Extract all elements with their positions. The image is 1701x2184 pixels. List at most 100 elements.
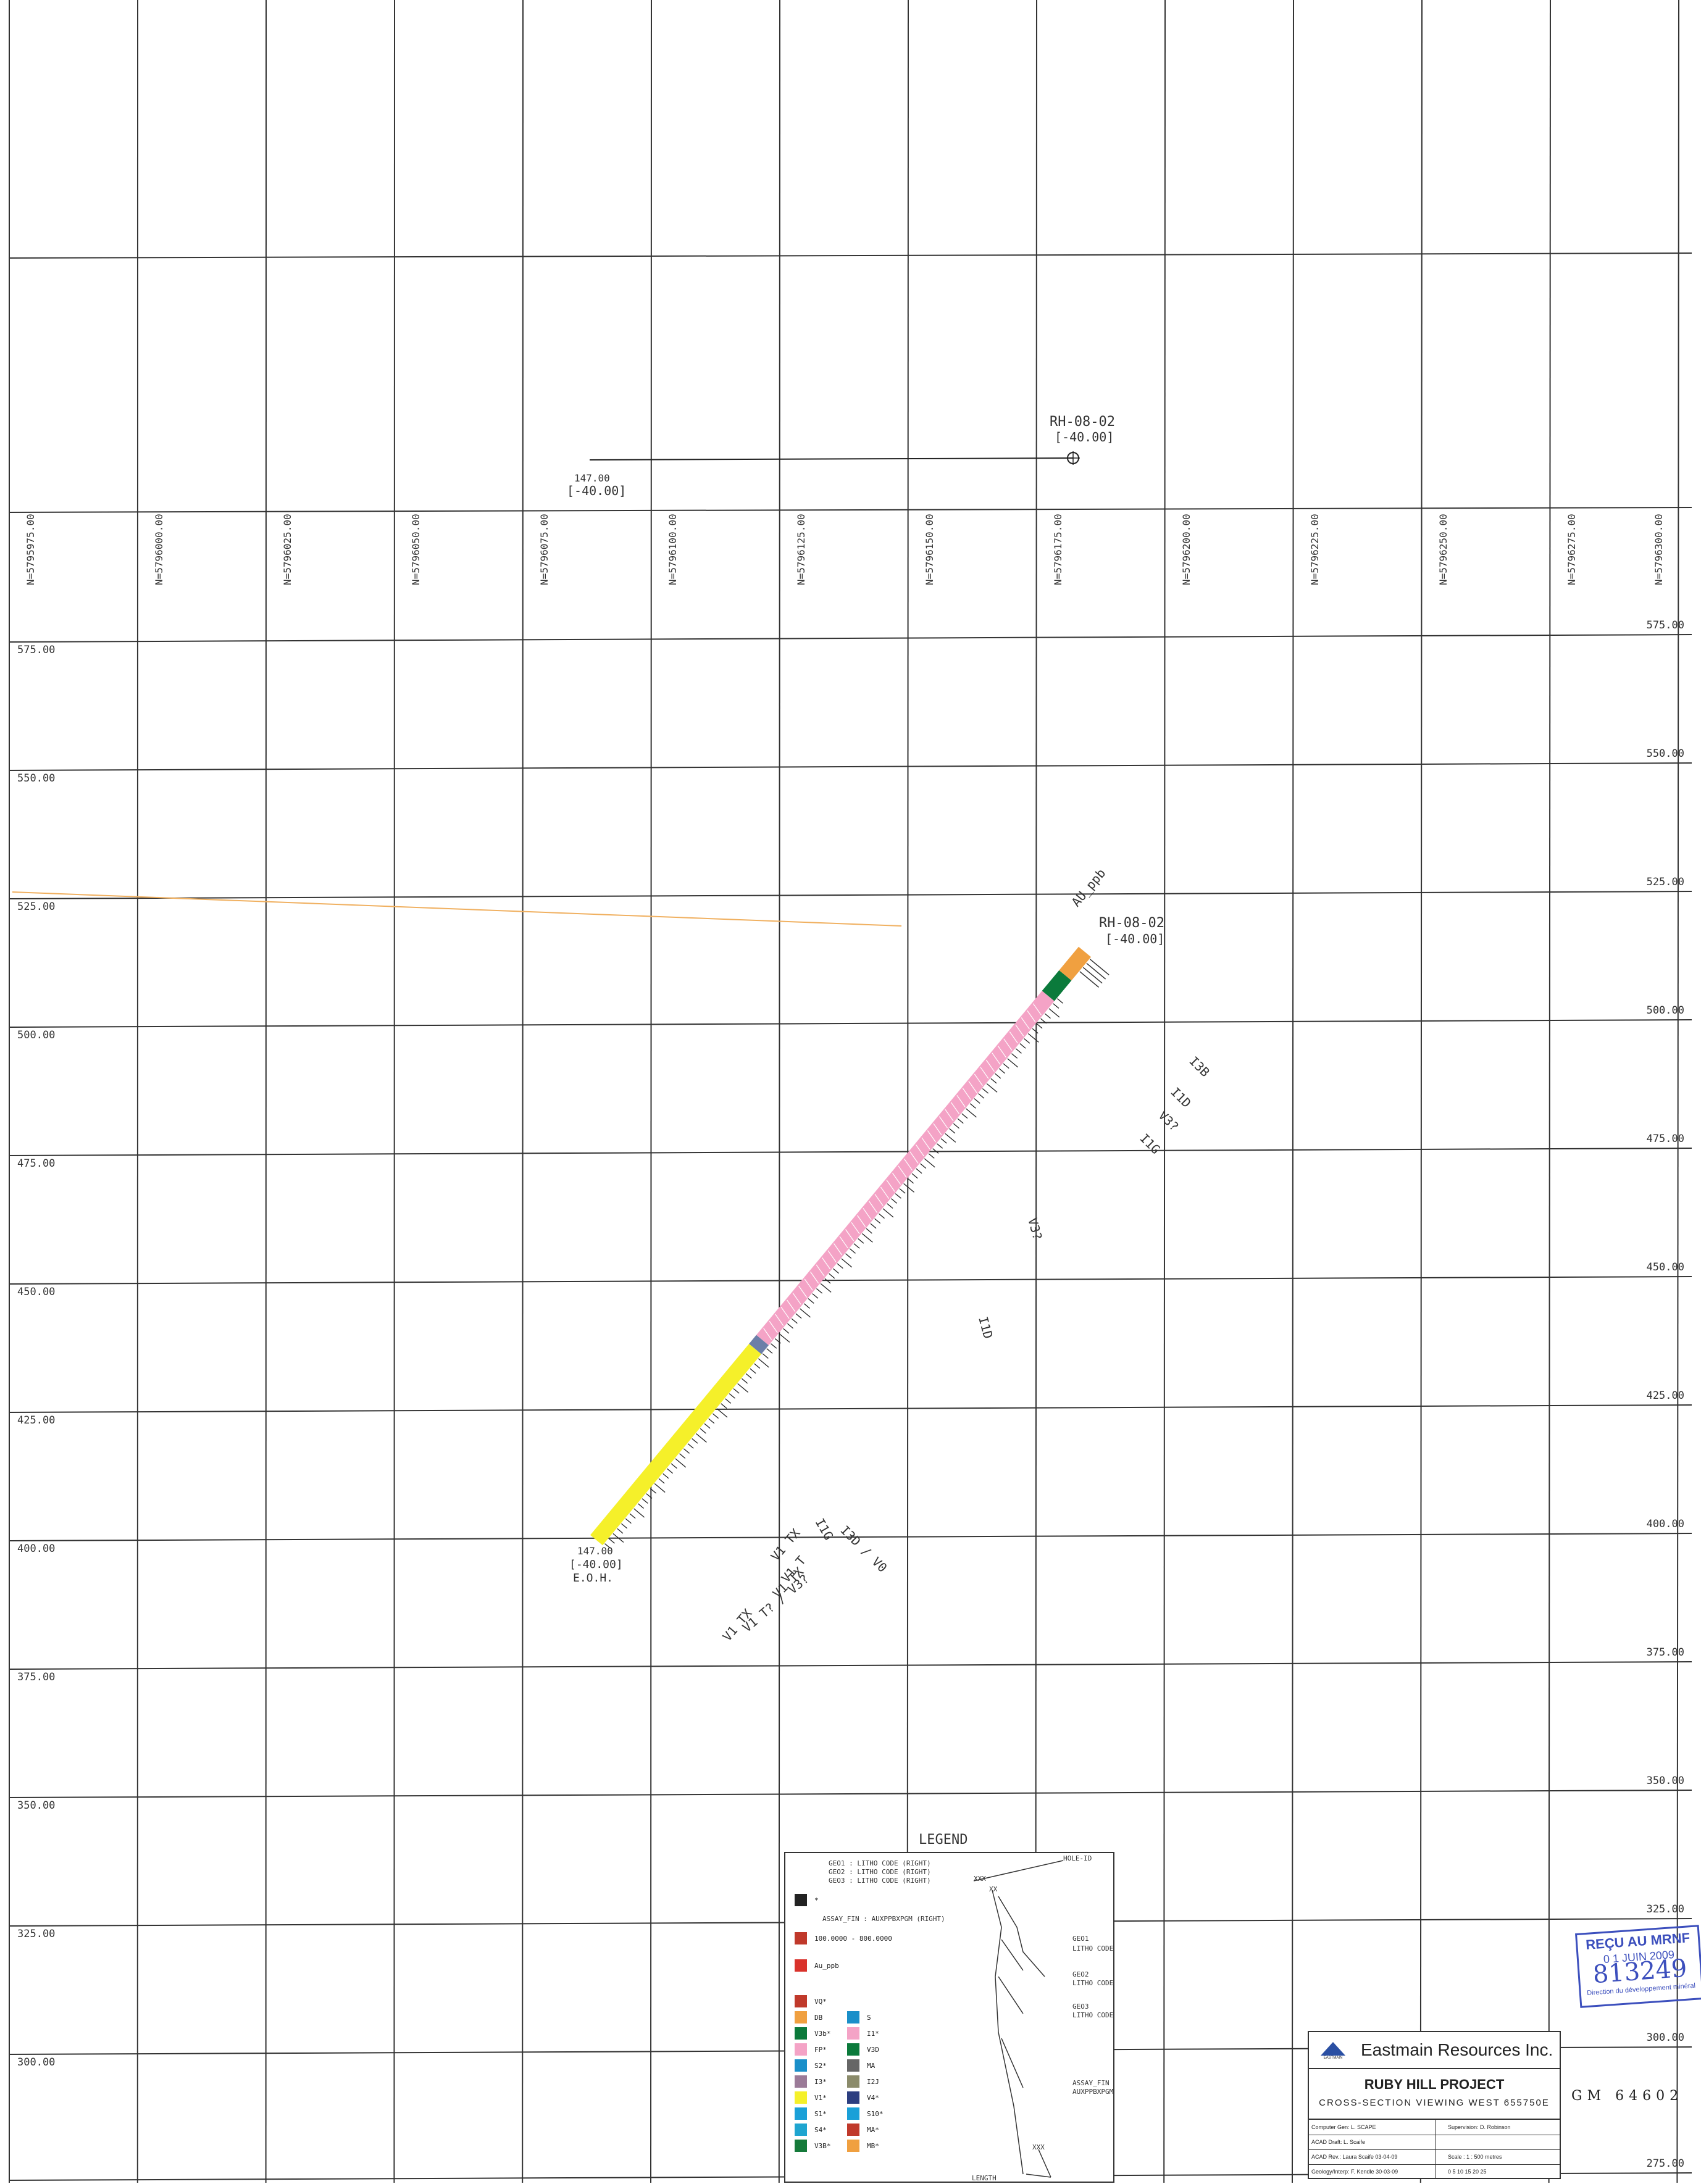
depth-tick <box>767 1349 772 1354</box>
elevation-label-right: 475.00 <box>1647 1133 1684 1145</box>
schema-label: XXX <box>1032 2143 1045 2151</box>
depth-tick <box>692 1438 698 1443</box>
depth-tick <box>821 1283 831 1292</box>
depth-tick <box>974 1099 980 1104</box>
grid-horizontal-line <box>9 1277 1692 1284</box>
geology-annotation: I3B <box>1186 1054 1213 1080</box>
legend-star-row: * <box>795 1893 819 1907</box>
depth-tick <box>808 1299 814 1304</box>
depth-tick <box>924 1159 935 1167</box>
legend-code-row: I3* <box>795 2074 827 2089</box>
elevation-label-right: 300.00 <box>1647 2032 1684 2044</box>
legend-code-row: V4* <box>847 2090 879 2105</box>
gm-number: GM 64602 <box>1571 2088 1683 2104</box>
depth-tick <box>991 1078 997 1083</box>
eoh-label: E.O.H. <box>573 1572 613 1585</box>
depth-tick <box>966 1109 976 1117</box>
schema-label: GEO2 <box>1072 1970 1089 1978</box>
depth-tick <box>725 1399 731 1404</box>
depth-tick <box>958 1119 963 1123</box>
depth-tick <box>1057 999 1063 1004</box>
depth-tick <box>763 1354 768 1359</box>
depth-tick <box>854 1244 859 1249</box>
plan-hole-id: RH-08-02 <box>1050 414 1115 430</box>
eoh-dip: [-40.00] <box>569 1558 623 1571</box>
elevation-label-right: 350.00 <box>1647 1775 1684 1787</box>
plan-trace-line <box>590 458 1073 460</box>
schema-label: LITHO CODE <box>1072 2011 1113 2019</box>
depth-tick <box>804 1304 809 1309</box>
grid-horizontal-line <box>9 1790 1692 1798</box>
project-title: RUBY HILL PROJECT <box>1309 2077 1560 2093</box>
depth-tick <box>1032 1028 1038 1033</box>
schema-leader-line <box>974 1861 1063 2177</box>
northing-label: N=5796025.00 <box>282 514 293 585</box>
depth-tick <box>895 1194 901 1199</box>
depth-tick <box>784 1328 789 1333</box>
elevation-label-left: 575.00 <box>17 644 55 656</box>
depth-tick <box>945 1133 956 1142</box>
lithology-interval <box>755 1340 763 1349</box>
grid-vertical-line <box>1421 0 1422 2183</box>
depth-tick <box>850 1249 855 1254</box>
depth-tick <box>813 1294 818 1299</box>
northing-label: N=5796225.00 <box>1309 514 1321 585</box>
depth-tick <box>1011 1054 1017 1059</box>
geology-annotation: I1G <box>813 1516 837 1543</box>
section-hole-id: RH-08-02 <box>1099 915 1164 931</box>
reception-stamp: REÇU AU MRNF 0 1 JUIN 2009 813249 Direct… <box>1575 1925 1701 2008</box>
depth-tick <box>987 1083 997 1092</box>
depth-tick <box>704 1423 710 1428</box>
depth-tick <box>941 1138 947 1143</box>
northing-label: N=5796175.00 <box>1052 514 1064 585</box>
schema-label: LENGTH <box>972 2174 997 2182</box>
elevation-label-right: 575.00 <box>1647 619 1684 631</box>
depth-tick <box>970 1104 976 1109</box>
legend-assay-line: ASSAY_FIN : AUXPPBXPGM (RIGHT) <box>822 1915 945 1923</box>
elevation-label-left: 400.00 <box>17 1543 55 1555</box>
depth-tick <box>733 1388 739 1393</box>
plan-hole-dip: [-40.00] <box>1055 430 1114 444</box>
depth-tick <box>717 1409 727 1417</box>
depth-tick <box>787 1323 793 1328</box>
depth-tick <box>621 1523 627 1528</box>
assay-tick <box>1083 967 1102 983</box>
depth-tick <box>738 1383 748 1392</box>
schema-label: LITHO CODE <box>1072 1944 1113 1953</box>
grid-vertical-line <box>779 0 780 2183</box>
northing-label: N=5795975.00 <box>25 514 36 585</box>
depth-tick <box>1045 1014 1050 1019</box>
grid-vertical-line <box>1292 0 1294 2183</box>
section-hole-dip: [-40.00] <box>1105 932 1164 946</box>
legend-code-row: V3B* <box>795 2138 831 2153</box>
legend-title: LEGEND <box>919 1832 968 1848</box>
geology-annotation: V1 T? / V3? <box>740 1571 812 1635</box>
legend-code-row: DB <box>795 2010 822 2025</box>
elevation-label-right: 275.00 <box>1647 2157 1684 2170</box>
elevation-label-right: 450.00 <box>1647 1261 1684 1273</box>
grid-horizontal-line <box>9 253 1692 258</box>
depth-tick <box>950 1128 955 1133</box>
elevation-label-left: 475.00 <box>17 1157 55 1170</box>
northing-label: N=5796100.00 <box>667 514 679 585</box>
depth-tick <box>962 1114 968 1119</box>
grid-horizontal-line <box>9 507 1692 512</box>
depth-tick <box>846 1254 851 1259</box>
depth-tick <box>999 1069 1005 1073</box>
schema-label: GEO3 <box>1072 2003 1089 2011</box>
legend-code-row: V3b* <box>795 2026 831 2041</box>
svg-text:EASTMAIN: EASTMAIN <box>1324 2056 1343 2059</box>
geology-annotation: I3D / V0 <box>837 1523 890 1575</box>
elevation-label-left: 350.00 <box>17 1799 55 1812</box>
depth-tick <box>912 1173 917 1178</box>
schema-label: AUXPPBXPGM <box>1072 2088 1114 2096</box>
depth-tick <box>937 1144 942 1149</box>
depth-tick <box>667 1469 672 1473</box>
company-header: EASTMAIN Eastmain Resources Inc. <box>1309 2032 1560 2069</box>
project-header: RUBY HILL PROJECT CROSS-SECTION VIEWING … <box>1309 2069 1560 2120</box>
depth-tick <box>1037 1023 1042 1028</box>
legend-geo3: GEO3 : LITHO CODE (RIGHT) <box>829 1877 931 1885</box>
depth-tick <box>758 1359 769 1367</box>
